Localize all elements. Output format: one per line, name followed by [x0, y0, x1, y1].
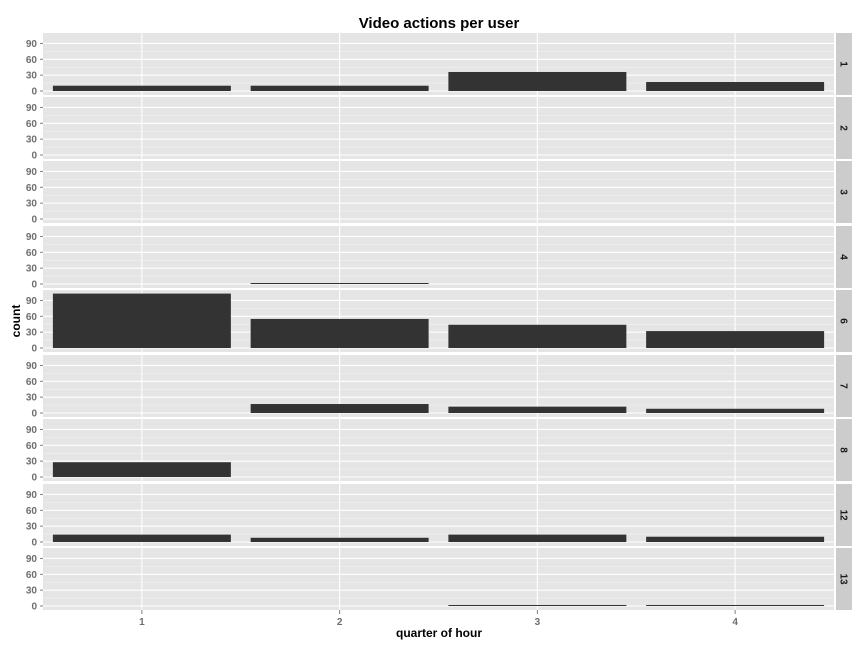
panel-background	[43, 226, 834, 288]
y-tick-label: 60	[26, 248, 38, 259]
facet-strip-label: 4	[838, 254, 849, 260]
y-tick-label: 30	[26, 328, 38, 339]
y-tick-label: 30	[26, 522, 38, 533]
bar	[448, 406, 627, 413]
x-axis-title: quarter of hour	[396, 626, 482, 640]
facet-strip	[836, 97, 852, 159]
bar	[250, 85, 429, 91]
y-tick-label: 60	[26, 506, 38, 517]
y-tick-label: 90	[26, 296, 38, 307]
facet-panel-2: 0 30 60 90 2	[26, 97, 852, 162]
y-tick-label: 30	[26, 393, 38, 404]
facet-strip	[836, 290, 852, 352]
bar	[646, 536, 825, 542]
y-tick-label: 90	[26, 167, 38, 178]
facet-panel-13: 0 30 60 90 13	[26, 548, 852, 613]
facet-strip	[836, 33, 852, 95]
y-tick-label: 60	[26, 377, 38, 388]
y-tick-label: 0	[31, 215, 37, 226]
y-tick-label: 90	[26, 490, 38, 501]
facet-strip	[836, 355, 852, 417]
bar	[448, 324, 627, 348]
facet-panels: 0306090103060902030609030306090403060906…	[26, 33, 852, 613]
bar	[250, 318, 429, 348]
y-tick-label: 0	[31, 602, 37, 613]
facet-panel-4: 0 30 60 90 4	[26, 226, 852, 291]
bar	[52, 462, 231, 477]
x-tick-label: 2	[337, 617, 343, 628]
y-tick-label: 0	[31, 538, 37, 549]
facet-strip	[836, 161, 852, 223]
bar	[646, 331, 825, 348]
y-tick-label: 0	[31, 151, 37, 162]
facet-strip-label: 6	[838, 318, 849, 324]
x-tick-label: 3	[535, 617, 541, 628]
bar	[646, 605, 825, 606]
y-tick-label: 30	[26, 586, 38, 597]
bar	[250, 537, 429, 542]
facet-strip	[836, 226, 852, 288]
y-tick-label: 30	[26, 135, 38, 146]
y-tick-label: 90	[26, 554, 38, 565]
y-tick-label: 0	[31, 473, 37, 484]
facet-panel-6: 0 30 60 90 6	[26, 290, 852, 355]
y-tick-label: 90	[26, 361, 38, 372]
bar	[52, 534, 231, 542]
panel-background	[43, 355, 834, 417]
y-tick-label: 60	[26, 441, 38, 452]
y-tick-label: 0	[31, 280, 37, 291]
facet-strip-label: 3	[838, 189, 849, 195]
facet-panel-3: 0 30 60 90 3	[26, 161, 852, 226]
y-tick-label: 30	[26, 199, 38, 210]
facet-strip	[836, 419, 852, 481]
bar	[646, 408, 825, 413]
bar	[250, 404, 429, 413]
bar	[250, 283, 429, 284]
y-tick-label: 90	[26, 39, 38, 50]
bar	[448, 605, 627, 606]
y-tick-label: 0	[31, 87, 37, 98]
facet-panel-1: 0 30 60 90 1	[26, 33, 852, 98]
y-tick-label: 0	[31, 344, 37, 355]
y-axis-title: count	[9, 305, 23, 338]
y-tick-label: 90	[26, 103, 38, 114]
bar	[448, 534, 627, 542]
facet-strip-label: 7	[838, 383, 849, 389]
x-axis: 1 2 3 4	[139, 610, 738, 628]
facet-strip	[836, 548, 852, 610]
facet-panel-8: 0 30 60 90 8	[26, 419, 852, 484]
y-tick-label: 60	[26, 570, 38, 581]
y-tick-label: 30	[26, 71, 38, 82]
y-tick-label: 30	[26, 264, 38, 275]
y-tick-label: 90	[26, 232, 38, 243]
facet-strip	[836, 484, 852, 546]
panel-background	[43, 161, 834, 223]
facet-strip-label: 1	[838, 61, 849, 67]
facet-strip-label: 13	[838, 573, 849, 585]
facet-panel-12: 0 30 60 90 12	[26, 484, 852, 549]
x-tick-label: 4	[732, 617, 738, 628]
y-tick-label: 0	[31, 409, 37, 420]
y-tick-label: 60	[26, 312, 38, 323]
y-tick-label: 60	[26, 119, 38, 130]
bar	[52, 85, 231, 91]
chart-title: Video actions per user	[359, 15, 520, 32]
panel-background	[43, 97, 834, 159]
facet-strip-label: 12	[838, 509, 849, 521]
y-tick-label: 60	[26, 183, 38, 194]
panel-background	[43, 548, 834, 610]
facet-panel-7: 0 30 60 90 7	[26, 355, 852, 420]
bar	[52, 293, 231, 348]
bar	[646, 82, 825, 91]
y-tick-label: 60	[26, 55, 38, 66]
facet-strip-label: 2	[838, 125, 849, 131]
y-tick-label: 30	[26, 457, 38, 468]
x-tick-label: 1	[139, 617, 145, 628]
bar	[448, 71, 627, 91]
y-tick-label: 90	[26, 425, 38, 436]
facet-strip-label: 8	[838, 447, 849, 453]
